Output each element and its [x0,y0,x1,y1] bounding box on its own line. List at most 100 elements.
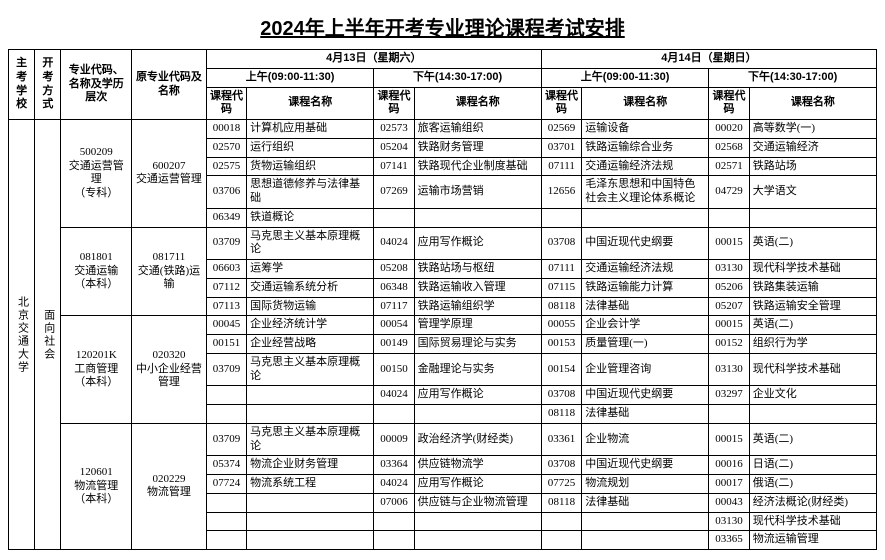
cell-course-name: 高等数学(一) [749,120,876,139]
cell-course-name: 思想道德修养与法律基础 [247,176,374,209]
cell-course-code: 02569 [541,120,581,139]
cell-course-name [414,531,541,550]
cell-course-code [541,531,581,550]
cell-course-code: 07111 [541,157,581,176]
cell-course-code: 03709 [206,353,246,386]
hdr-code: 课程代码 [709,87,749,120]
cell-course-code: 00017 [709,475,749,494]
cell-course-name [749,405,876,424]
cell-course-name: 计算机应用基础 [247,120,374,139]
cell-course-name: 应用写作概论 [414,227,541,260]
hdr-d2-pm: 下午(14:30-17:00) [709,68,877,87]
cell-course-name: 铁路运输收入管理 [414,278,541,297]
cell-course-code: 00054 [374,316,414,335]
cell-course-code [541,208,581,227]
cell-course-code [374,405,414,424]
cell-course-code: 02570 [206,138,246,157]
cell-course-name [414,512,541,531]
cell-course-name: 俄语(二) [749,475,876,494]
cell-course-name: 应用写作概论 [414,475,541,494]
hdr-orig: 原专业代码及名称 [132,50,207,120]
cell-course-name: 应用写作概论 [414,386,541,405]
cell-course-name: 物流规划 [582,475,709,494]
cell-course-name: 质量管理(一) [582,335,709,354]
cell-course-code: 12656 [541,176,581,209]
cell-course-code: 07141 [374,157,414,176]
cell-course-code: 02571 [709,157,749,176]
cell-course-name: 运输市场营销 [414,176,541,209]
cell-course-name: 铁路运输安全管理 [749,297,876,316]
cell-orig-major: 081711交通(铁路)运输 [132,227,207,316]
cell-course-code: 00154 [541,353,581,386]
hdr-day2: 4月14日（星期日） [541,50,876,69]
cell-course-code: 07725 [541,475,581,494]
hdr-d1-am: 上午(09:00-11:30) [206,68,374,87]
table-row: 081801交通运输（本科）081711交通(铁路)运输03709马克思主义基本… [9,227,877,260]
cell-course-name: 法律基础 [582,405,709,424]
cell-course-code: 00015 [709,316,749,335]
cell-course-name: 中国近现代史纲要 [582,456,709,475]
hdr-name: 课程名称 [749,87,876,120]
cell-course-name [247,531,374,550]
cell-course-name: 政治经济学(财经类) [414,423,541,456]
cell-course-name: 企业会计学 [582,316,709,335]
cell-course-code [206,531,246,550]
cell-course-code: 00150 [374,353,414,386]
cell-course-code: 03130 [709,260,749,279]
cell-course-name: 马克思主义基本原理概论 [247,227,374,260]
hdr-code: 课程代码 [541,87,581,120]
cell-course-code: 00153 [541,335,581,354]
cell-orig-major: 020229物流管理 [132,423,207,549]
cell-course-code: 07115 [541,278,581,297]
cell-mode: 面向社会 [35,120,61,550]
cell-course-code: 03708 [541,386,581,405]
cell-course-name: 中国近现代史纲要 [582,227,709,260]
cell-course-code: 00152 [709,335,749,354]
cell-course-code: 02568 [709,138,749,157]
cell-course-name: 旅客运输组织 [414,120,541,139]
hdr-d1-pm: 下午(14:30-17:00) [374,68,542,87]
hdr-code: 课程代码 [374,87,414,120]
cell-course-name: 马克思主义基本原理概论 [247,353,374,386]
hdr-day1: 4月13日（星期六） [206,50,541,69]
cell-course-code: 08118 [541,493,581,512]
cell-course-name: 法律基础 [582,297,709,316]
cell-course-name: 铁道概论 [247,208,374,227]
cell-course-name: 铁路运输综合业务 [582,138,709,157]
cell-course-name: 货物运输组织 [247,157,374,176]
cell-orig-major: 020320中小企业经营管理 [132,316,207,424]
cell-course-code: 04024 [374,386,414,405]
cell-course-name: 铁路集装运输 [749,278,876,297]
cell-course-code [709,208,749,227]
cell-course-code: 00016 [709,456,749,475]
cell-course-name: 交通运输经济 [749,138,876,157]
cell-course-code: 07269 [374,176,414,209]
hdr-major: 专业代码、名称及学历层次 [61,50,132,120]
page-title: 2024年上半年开考专业理论课程考试安排 [8,12,877,41]
cell-course-name [247,386,374,405]
cell-course-name [582,531,709,550]
cell-course-name: 交通运输经济法规 [582,157,709,176]
cell-course-name: 大学语文 [749,176,876,209]
cell-course-code: 03365 [709,531,749,550]
cell-course-name [247,405,374,424]
cell-course-code: 03709 [206,423,246,456]
cell-course-name: 运行组织 [247,138,374,157]
cell-course-code: 03709 [206,227,246,260]
cell-course-name: 中国近现代史纲要 [582,386,709,405]
cell-major: 120601物流管理（本科） [61,423,132,549]
cell-course-name: 铁路站场 [749,157,876,176]
cell-course-name: 铁路运输能力计算 [582,278,709,297]
cell-course-code: 03364 [374,456,414,475]
cell-course-name: 企业物流 [582,423,709,456]
cell-course-name: 物流企业财务管理 [247,456,374,475]
cell-course-name: 铁路现代企业制度基础 [414,157,541,176]
cell-course-code: 07006 [374,493,414,512]
cell-course-code: 07111 [541,260,581,279]
cell-course-code: 05204 [374,138,414,157]
hdr-name: 课程名称 [247,87,374,120]
schedule-table: 主考学校 开考方式 专业代码、名称及学历层次 原专业代码及名称 4月13日（星期… [8,49,877,550]
cell-course-name: 供应链物流学 [414,456,541,475]
hdr-name: 课程名称 [414,87,541,120]
cell-course-code [206,493,246,512]
